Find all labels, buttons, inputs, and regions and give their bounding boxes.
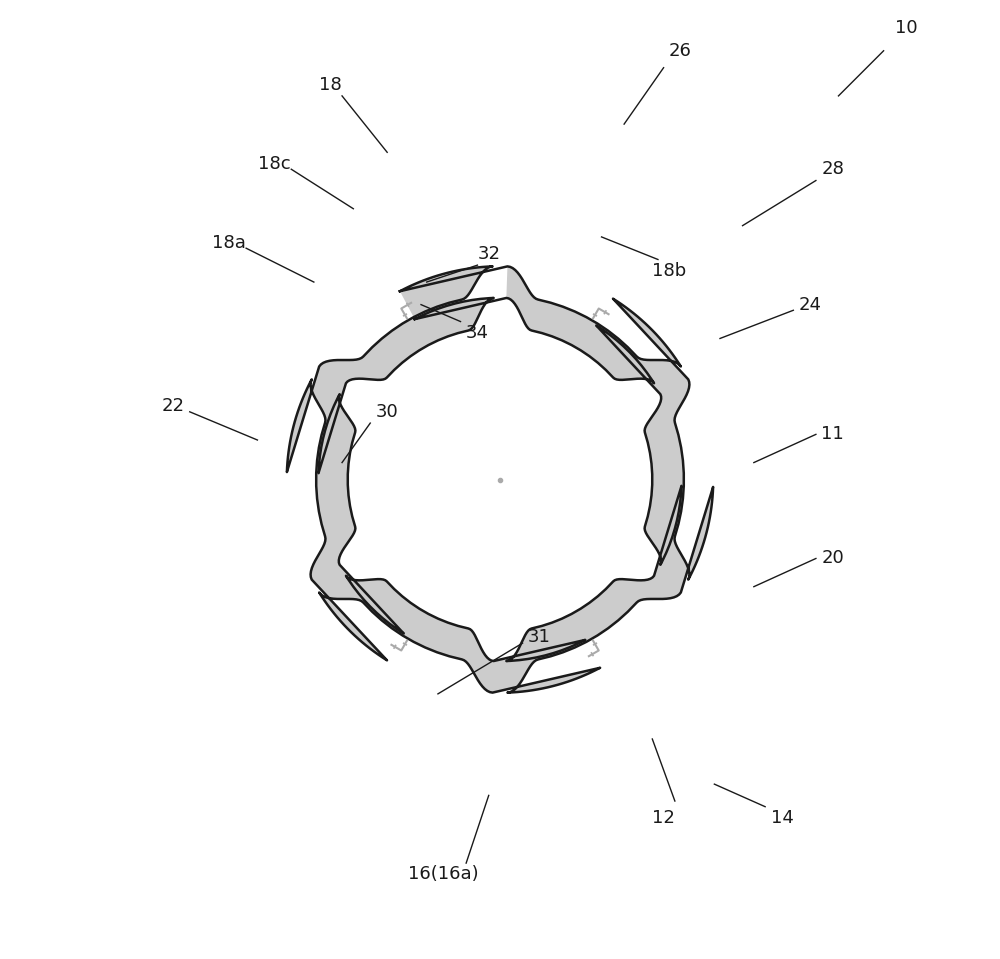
Text: 30: 30 bbox=[376, 403, 399, 421]
Text: 11: 11 bbox=[821, 426, 844, 443]
Text: 10: 10 bbox=[895, 19, 917, 37]
Text: 18a: 18a bbox=[212, 234, 246, 251]
Text: 20: 20 bbox=[821, 550, 844, 568]
Text: 18b: 18b bbox=[652, 262, 686, 280]
Text: 12: 12 bbox=[652, 809, 675, 827]
Text: 26: 26 bbox=[669, 42, 692, 59]
Text: 24: 24 bbox=[799, 295, 822, 314]
Text: 16(16a): 16(16a) bbox=[408, 865, 479, 883]
Text: 18: 18 bbox=[319, 76, 342, 94]
Text: 18c: 18c bbox=[258, 154, 291, 173]
Text: 34: 34 bbox=[466, 324, 489, 341]
Text: 32: 32 bbox=[477, 245, 500, 263]
Text: 22: 22 bbox=[161, 397, 184, 415]
Text: 14: 14 bbox=[771, 809, 793, 827]
Polygon shape bbox=[287, 267, 713, 692]
Text: 28: 28 bbox=[821, 160, 844, 178]
Text: 31: 31 bbox=[528, 628, 551, 646]
